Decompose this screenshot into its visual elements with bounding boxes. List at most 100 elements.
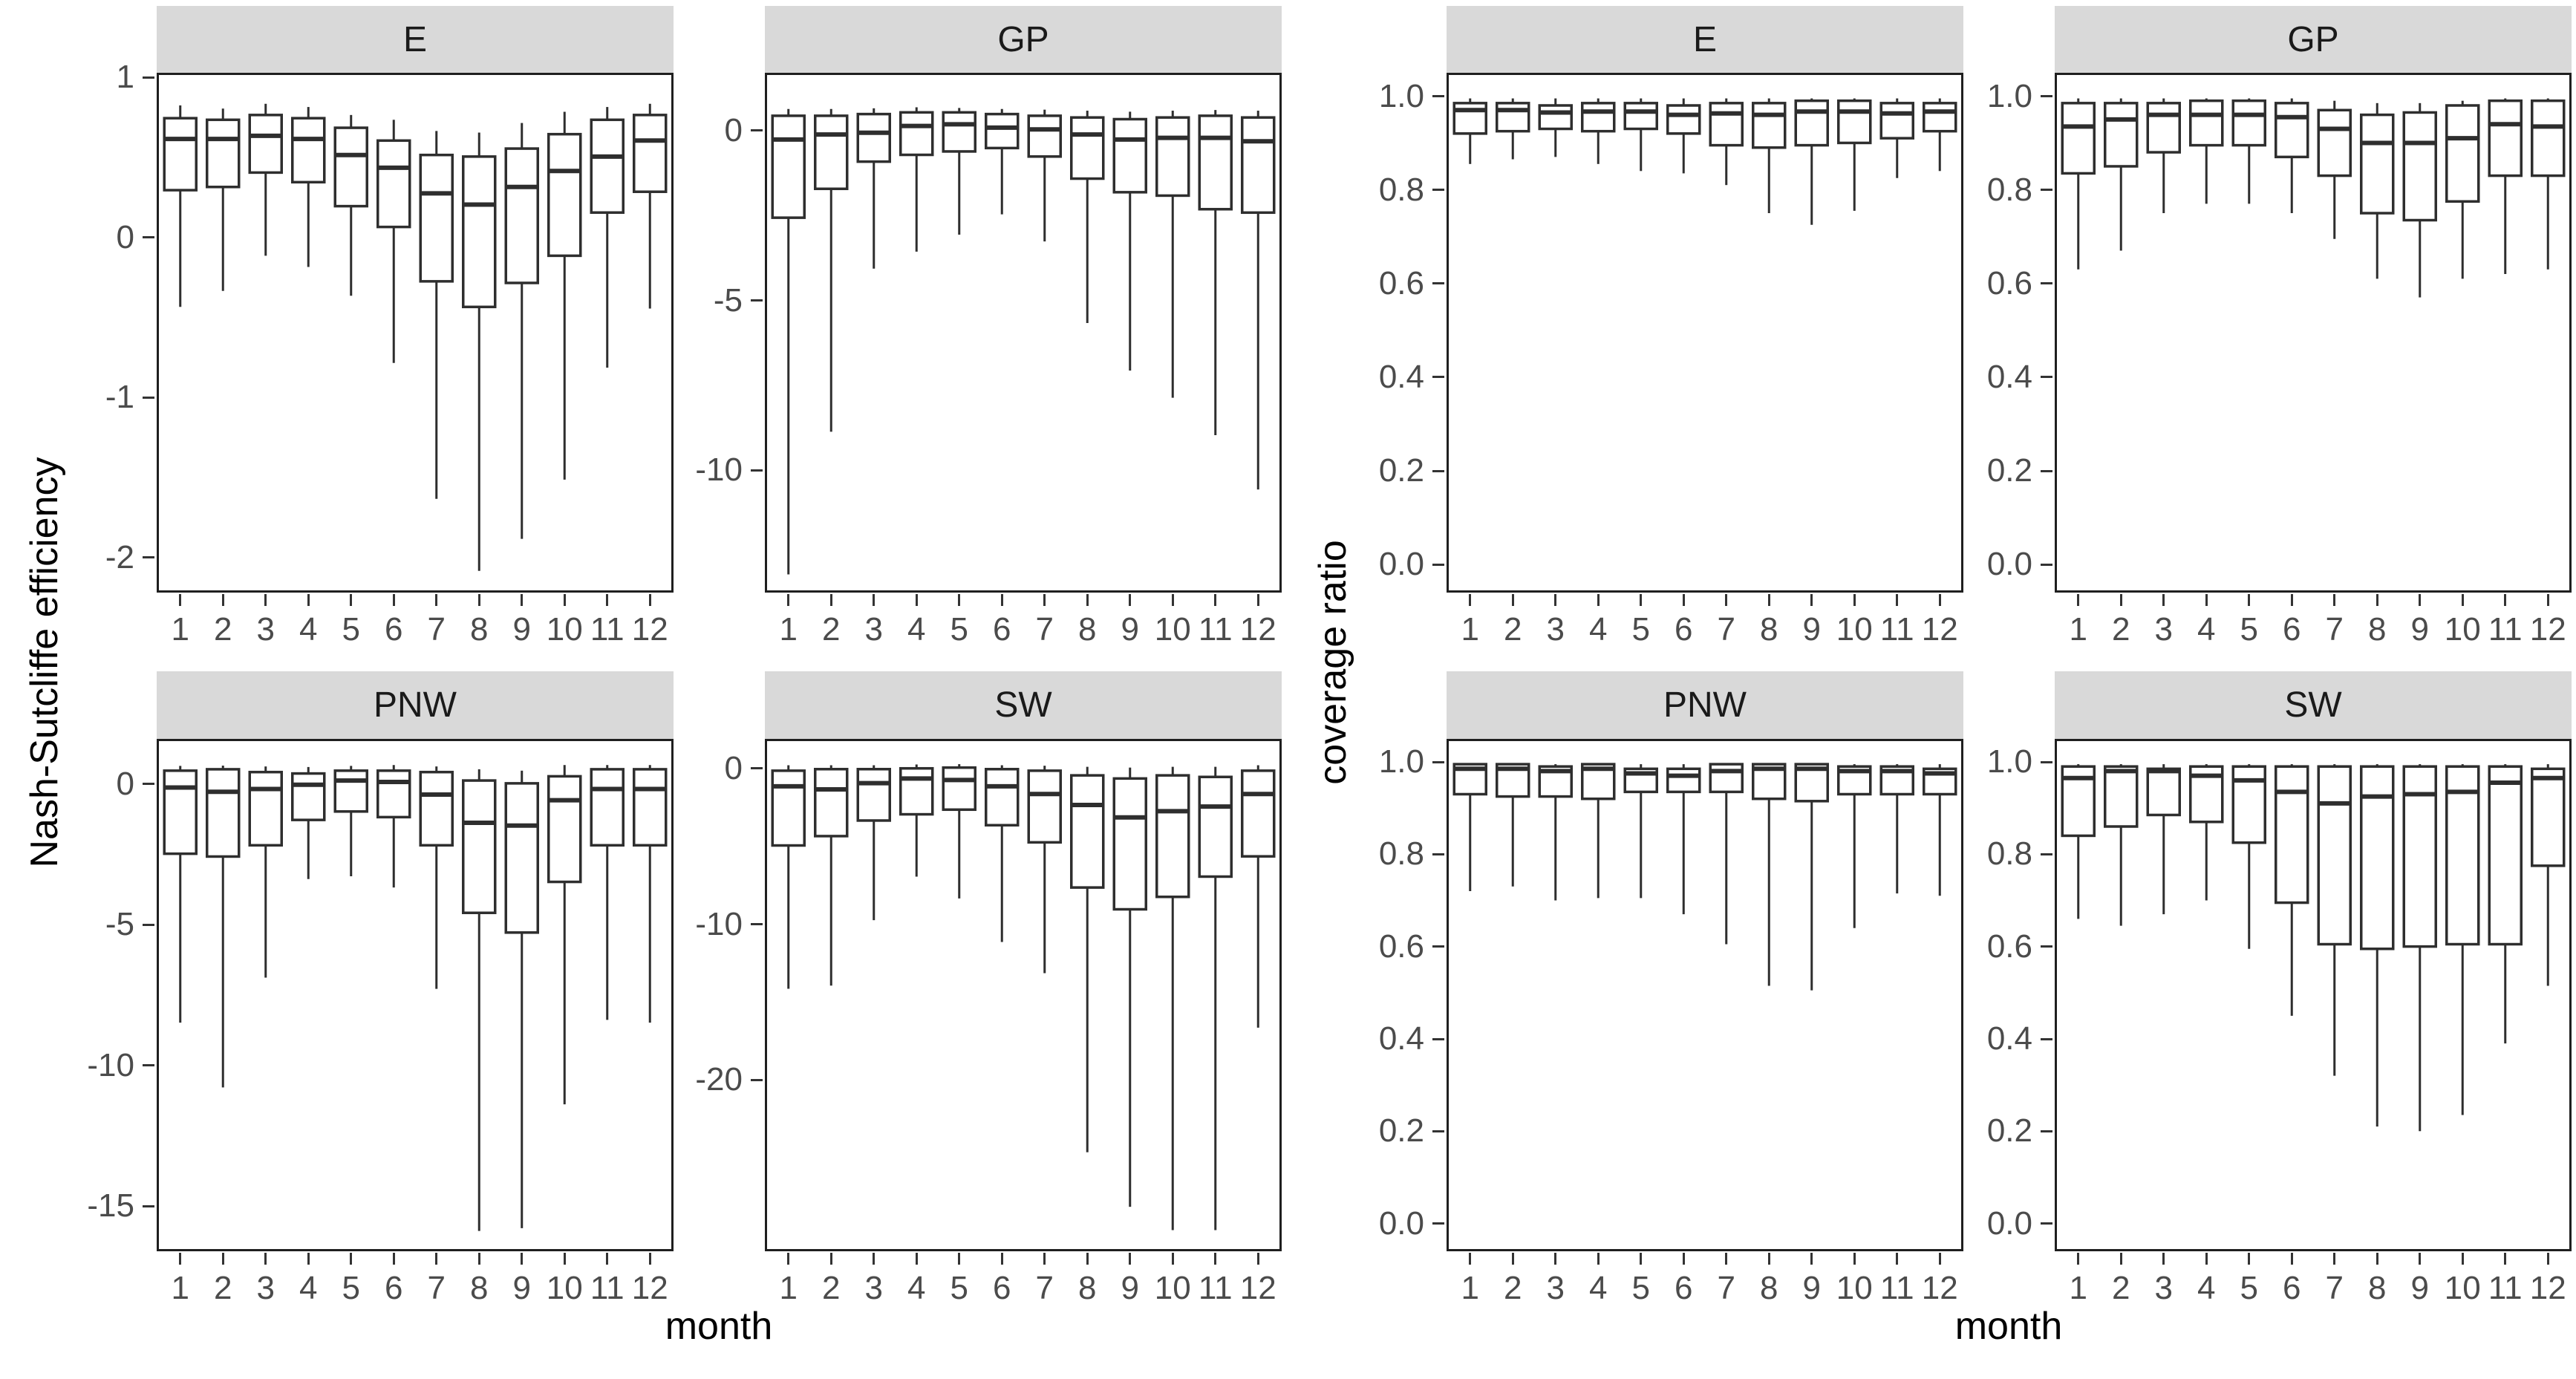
x-axis-tick-mark	[563, 594, 566, 606]
x-tick-label-month-3: 3	[256, 1270, 275, 1306]
x-tick-label-month-4: 4	[299, 1270, 318, 1306]
y-tick-label: 0.2	[1378, 452, 1424, 489]
y-axis-tick-mark	[1432, 469, 1444, 472]
x-axis-tick-mark	[2290, 1253, 2293, 1265]
x-axis-tick-mark	[1469, 1253, 1472, 1265]
x-axis-tick-mark	[1682, 1253, 1685, 1265]
boxplot-GP-month-4	[2189, 98, 2224, 204]
boxplot-PNW-month-11	[1879, 764, 1914, 894]
y-axis-tick-mark	[1432, 1129, 1444, 1132]
y-tick-label: 0.0	[1986, 1204, 2032, 1242]
boxplot-plot-area	[1452, 98, 1957, 225]
boxplot-GP-month-2	[2104, 98, 2139, 251]
y-axis-tick-mark	[751, 923, 763, 926]
boxplot-E-month-9	[504, 123, 539, 539]
y-axis-tick-mark	[1432, 1037, 1444, 1040]
x-axis-tick-mark	[477, 1253, 480, 1265]
facet-strip-E: E	[1447, 6, 1963, 73]
boxplot-SW-month-11	[2488, 764, 2523, 1044]
x-tick-label-month-8: 8	[470, 611, 489, 648]
y-axis-tick-mark	[2041, 189, 2052, 192]
x-tick-label-month-2: 2	[2112, 611, 2130, 648]
x-tick-label-month-12: 12	[631, 1270, 668, 1306]
y-axis-tick-mark	[143, 1204, 154, 1207]
x-tick-label-month-7: 7	[1035, 1270, 1054, 1306]
boxplot-E-month-5	[333, 114, 368, 296]
x-axis-tick-mark	[1086, 1253, 1089, 1265]
boxplot-PNW-month-11	[590, 765, 625, 1020]
facet-strip-label: PNW	[374, 685, 457, 725]
x-axis-tick-mark	[1725, 1253, 1728, 1265]
x-axis-tick-mark	[1043, 1253, 1046, 1265]
y-axis-tick-mark	[2041, 1037, 2052, 1040]
x-axis-tick-mark	[563, 1253, 566, 1265]
panel-coverage-PNW	[1447, 739, 1963, 1251]
boxplot-PNW-month-7	[419, 766, 454, 989]
y-axis-tick-mark	[1432, 852, 1444, 855]
x-axis-tick-mark	[2248, 594, 2251, 606]
x-axis-tick-mark	[958, 1253, 961, 1265]
boxplot-PNW-month-9	[504, 770, 539, 1228]
y-axis-tick-mark	[2041, 376, 2052, 379]
boxplot-PNW-month-8	[1752, 763, 1787, 986]
y-tick-label: 0.4	[1378, 358, 1424, 395]
x-tick-label-month-7: 7	[2325, 1270, 2344, 1306]
x-tick-label-month-1: 1	[2069, 611, 2087, 648]
x-tick-label-month-3: 3	[1546, 1270, 1565, 1306]
x-tick-label-month-9: 9	[1121, 611, 1139, 648]
boxplot-PNW-month-1	[163, 766, 198, 1023]
boxplot-PNW-month-7	[1709, 763, 1744, 945]
x-tick-label-month-10: 10	[1154, 1270, 1191, 1306]
y-tick-label: 0.0	[1378, 546, 1424, 583]
boxplot-SW-month-3	[2146, 764, 2181, 915]
x-tick-label-month-2: 2	[1504, 1270, 1522, 1306]
x-tick-label-month-8: 8	[1078, 611, 1097, 648]
x-axis-tick-mark	[1256, 1253, 1259, 1265]
x-tick-label-month-11: 11	[590, 1270, 625, 1306]
y-tick-label: 0	[724, 111, 743, 149]
y-tick-label: 0.6	[1378, 264, 1424, 301]
y-tick-label: -15	[87, 1187, 134, 1225]
boxplot-E-month-9	[1794, 98, 1829, 225]
y-tick-label: 0.2	[1986, 1112, 2032, 1150]
coverage-figure: coverage ratio month E 1.0 0.8 0.6 0.4 0.2 0.0…	[1300, 0, 2576, 1379]
facet-strip-PNW: PNW	[1447, 671, 1963, 739]
boxplot-E-month-3	[1538, 98, 1573, 157]
x-axis-tick-mark	[2546, 594, 2549, 606]
y-tick-label: -20	[695, 1061, 743, 1098]
facet-strip-label: E	[402, 19, 427, 59]
x-tick-label-month-7: 7	[1035, 611, 1054, 648]
boxplot-E-month-4	[291, 107, 326, 267]
coverage-x-axis-title: month	[1954, 1305, 2063, 1348]
x-tick-label-month-12: 12	[1239, 611, 1276, 648]
x-tick-label-month-5: 5	[342, 1270, 360, 1306]
boxplot-GP-month-12	[2531, 98, 2566, 270]
boxplot-PNW-month-5	[333, 766, 368, 876]
boxplot-SW-month-11	[1198, 766, 1233, 1230]
boxplot-SW-month-9	[2402, 764, 2437, 1132]
boxplot-SW-month-6	[985, 765, 1020, 942]
x-axis-tick-mark	[1129, 1253, 1132, 1265]
x-tick-label-month-4: 4	[2197, 1270, 2216, 1306]
x-tick-label-month-3: 3	[256, 611, 275, 648]
x-axis-tick-mark	[392, 594, 395, 606]
x-tick-label-month-12: 12	[1239, 1270, 1276, 1306]
y-axis-tick-mark	[1432, 1222, 1444, 1225]
x-tick-label-month-9: 9	[2410, 611, 2429, 648]
x-tick-label-month-9: 9	[1121, 1270, 1139, 1306]
x-axis-tick-mark	[350, 594, 353, 606]
x-tick-label-month-4: 4	[2197, 611, 2216, 648]
x-axis-tick-mark	[221, 1253, 224, 1265]
y-tick-label: 1.0	[1378, 743, 1424, 780]
y-axis-tick-mark	[1432, 760, 1444, 763]
y-tick-label: 1.0	[1986, 743, 2032, 780]
x-axis-tick-mark	[915, 594, 918, 606]
x-axis-tick-mark	[521, 1253, 524, 1265]
boxplot-E-month-8	[1752, 98, 1787, 214]
boxplot-E-month-7	[419, 131, 454, 499]
y-tick-label: 0	[724, 749, 743, 786]
facet-strip-label: SW	[994, 685, 1052, 725]
x-tick-label-month-10: 10	[546, 611, 583, 648]
x-tick-label-month-8: 8	[1078, 1270, 1097, 1306]
y-axis-tick-mark	[1432, 563, 1444, 566]
